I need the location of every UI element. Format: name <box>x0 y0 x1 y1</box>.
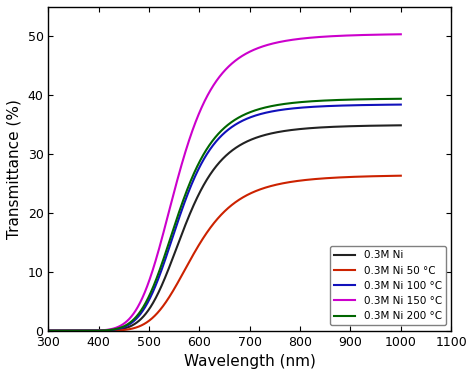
0.3M Ni 200 °C <box>323 98 329 103</box>
0.3M Ni <box>64 328 69 333</box>
0.3M Ni <box>217 160 223 164</box>
0.3M Ni 150 °C <box>208 88 213 92</box>
0.3M Ni <box>208 172 213 176</box>
Line: 0.3M Ni: 0.3M Ni <box>48 125 401 331</box>
Y-axis label: Transmittance (%): Transmittance (%) <box>7 99 22 239</box>
0.3M Ni 200 °C <box>208 141 213 146</box>
0.3M Ni 200 °C <box>388 97 393 101</box>
0.3M Ni <box>388 123 393 128</box>
0.3M Ni 100 °C <box>46 328 51 333</box>
0.3M Ni 100 °C <box>217 135 223 139</box>
0.3M Ni 200 °C <box>64 328 69 333</box>
0.3M Ni 150 °C <box>388 32 393 37</box>
0.3M Ni 50 °C <box>46 328 51 333</box>
0.3M Ni <box>46 328 51 333</box>
Line: 0.3M Ni 150 °C: 0.3M Ni 150 °C <box>48 34 401 331</box>
0.3M Ni 100 °C <box>64 328 69 333</box>
0.3M Ni 150 °C <box>398 32 404 36</box>
0.3M Ni 50 °C <box>388 174 393 178</box>
0.3M Ni 50 °C <box>64 328 69 333</box>
Line: 0.3M Ni 200 °C: 0.3M Ni 200 °C <box>48 99 401 331</box>
0.3M Ni <box>323 125 329 129</box>
0.3M Ni <box>388 123 393 128</box>
0.3M Ni 150 °C <box>388 32 393 37</box>
0.3M Ni 100 °C <box>398 102 404 107</box>
0.3M Ni 200 °C <box>217 130 223 135</box>
X-axis label: Wavelength (nm): Wavelength (nm) <box>184 354 316 369</box>
0.3M Ni 50 °C <box>398 173 404 178</box>
0.3M Ni 50 °C <box>388 174 393 178</box>
0.3M Ni 100 °C <box>323 104 329 108</box>
0.3M Ni 200 °C <box>388 97 393 101</box>
0.3M Ni 50 °C <box>217 214 223 218</box>
0.3M Ni 100 °C <box>388 102 393 107</box>
0.3M Ni 150 °C <box>323 34 329 39</box>
0.3M Ni 200 °C <box>46 328 51 333</box>
0.3M Ni 100 °C <box>388 102 393 107</box>
0.3M Ni 150 °C <box>217 74 223 79</box>
0.3M Ni 150 °C <box>64 328 69 333</box>
0.3M Ni 50 °C <box>323 176 329 180</box>
Line: 0.3M Ni 100 °C: 0.3M Ni 100 °C <box>48 105 401 331</box>
Line: 0.3M Ni 50 °C: 0.3M Ni 50 °C <box>48 176 401 331</box>
0.3M Ni 150 °C <box>46 328 51 333</box>
Legend: 0.3M Ni, 0.3M Ni 50 °C, 0.3M Ni 100 °C, 0.3M Ni 150 °C, 0.3M Ni 200 °C: 0.3M Ni, 0.3M Ni 50 °C, 0.3M Ni 100 °C, … <box>330 246 446 326</box>
0.3M Ni 100 °C <box>208 147 213 151</box>
0.3M Ni 50 °C <box>208 226 213 230</box>
0.3M Ni <box>398 123 404 127</box>
0.3M Ni 200 °C <box>398 97 404 101</box>
